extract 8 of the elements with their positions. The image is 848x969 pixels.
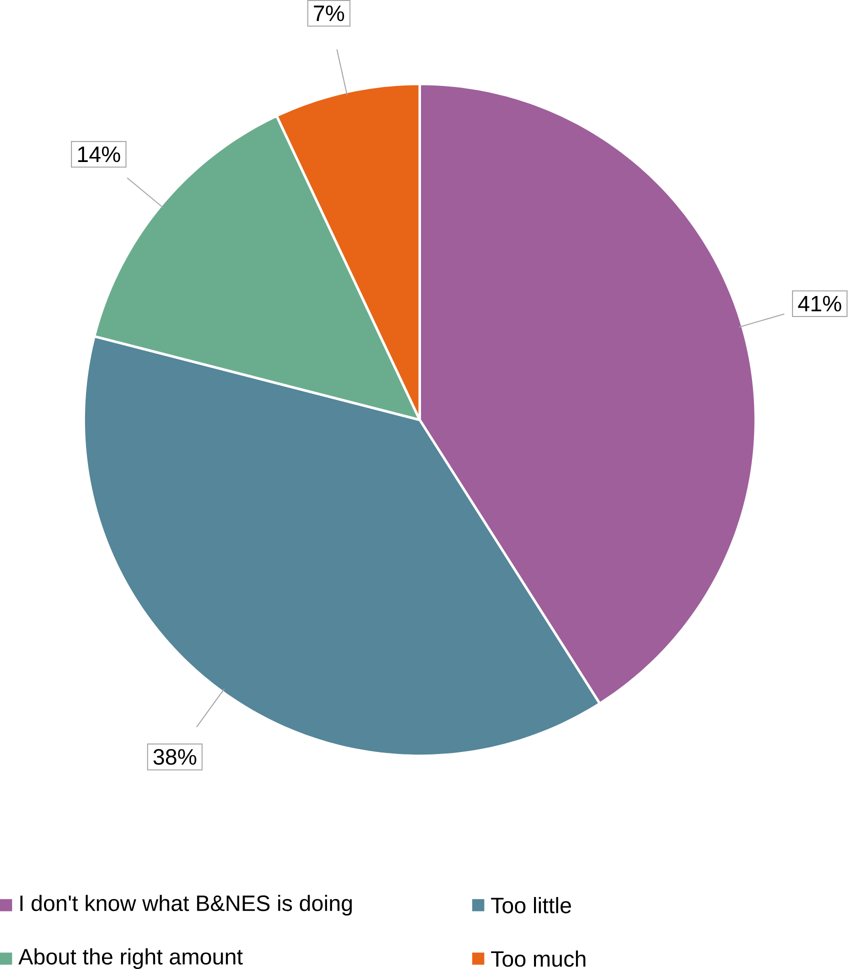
- data-label: 41%: [798, 296, 842, 312]
- legend-label: Too much: [491, 950, 586, 967]
- legend-label: About the right amount: [18, 948, 243, 969]
- data-label: 7%: [314, 6, 344, 22]
- legend-label: I don't know what B&NES is doing: [20, 894, 352, 916]
- data-label: 14%: [78, 146, 120, 162]
- legend-label: Too little: [491, 897, 572, 914]
- data-label: 38%: [154, 749, 196, 765]
